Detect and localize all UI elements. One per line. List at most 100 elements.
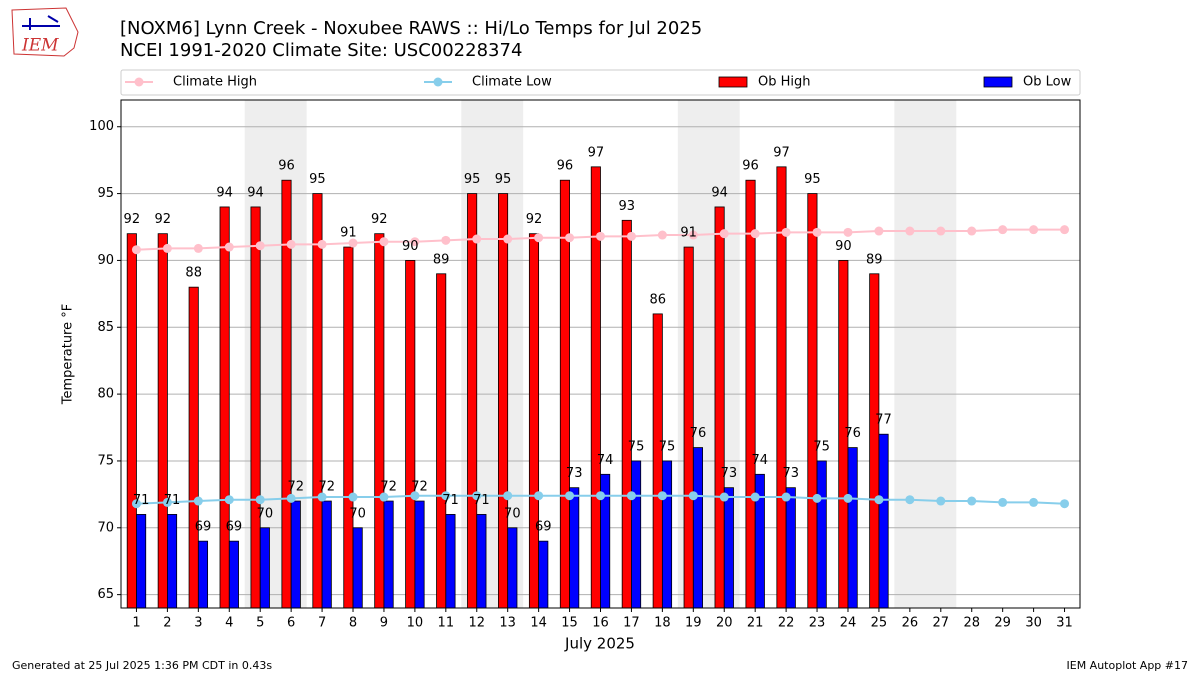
bar-label: 74 (597, 453, 614, 468)
bar-label: 92 (526, 212, 543, 227)
bar (476, 514, 487, 608)
bar (445, 514, 456, 608)
bar-label: 91 (340, 226, 357, 241)
bar (321, 500, 332, 608)
x-tick-label: 4 (225, 616, 233, 631)
bar (692, 447, 703, 608)
bar-label: 69 (195, 520, 212, 535)
bar-label: 71 (442, 493, 459, 508)
x-tick-label: 27 (933, 616, 950, 631)
bar-label: 74 (752, 453, 769, 468)
x-tick-label: 14 (530, 616, 547, 631)
point (286, 493, 296, 503)
bar (414, 500, 425, 608)
x-tick-label: 15 (561, 616, 578, 631)
point (193, 243, 203, 253)
bar-label: 77 (875, 413, 892, 428)
point (781, 492, 791, 502)
y-tick-label: 100 (89, 119, 114, 134)
x-tick-label: 17 (623, 616, 640, 631)
point (843, 493, 853, 503)
point (967, 496, 977, 506)
x-tick-label: 5 (256, 616, 264, 631)
y-tick-label: 95 (97, 186, 114, 201)
legend-marker (134, 77, 144, 87)
bar-label: 88 (185, 266, 202, 281)
point (905, 495, 915, 505)
point (503, 234, 513, 244)
point (688, 491, 698, 501)
bar (219, 206, 230, 608)
legend-label: Climate Low (472, 75, 552, 90)
bar (652, 313, 663, 608)
bar (869, 273, 880, 608)
bar (250, 206, 261, 608)
bar (290, 500, 301, 608)
point (657, 230, 667, 240)
bar (776, 166, 787, 608)
point (255, 495, 265, 505)
bar-label: 71 (164, 493, 181, 508)
point (596, 231, 605, 241)
bar (590, 166, 601, 608)
bar-label: 76 (844, 426, 861, 441)
point (874, 495, 884, 505)
y-tick-label: 70 (97, 520, 114, 535)
chart-subtitle: NCEI 1991-2020 Climate Site: USC00228374 (120, 40, 522, 61)
y-tick-label: 85 (97, 320, 114, 335)
bar (188, 286, 199, 608)
point (348, 492, 358, 502)
bar-label: 75 (628, 439, 645, 454)
point (162, 243, 172, 253)
point (441, 491, 451, 501)
bar-label: 94 (216, 185, 233, 200)
bar (621, 219, 632, 608)
bar-label: 72 (288, 480, 305, 495)
footer-left: Generated at 25 Jul 2025 1:36 PM CDT in … (12, 659, 272, 672)
point (162, 497, 172, 507)
bar (374, 233, 385, 608)
bar-label: 92 (154, 212, 171, 227)
bar-label: 97 (773, 145, 790, 160)
bar (754, 473, 765, 608)
point (998, 225, 1008, 235)
bar (197, 540, 209, 608)
bar (528, 233, 540, 608)
bar-label: 94 (711, 185, 728, 200)
bar (498, 193, 509, 608)
point (812, 227, 822, 237)
point (131, 245, 141, 255)
point (750, 492, 760, 502)
bar (436, 273, 447, 608)
bar-label: 95 (495, 172, 512, 187)
bar-label: 72 (318, 480, 335, 495)
bar (467, 193, 478, 608)
bar-label: 71 (473, 493, 490, 508)
weekend-shade (894, 100, 957, 608)
bar (714, 206, 725, 608)
legend-label: Climate High (173, 75, 257, 90)
point (224, 495, 234, 505)
legend-marker (433, 77, 443, 87)
x-tick-label: 31 (1056, 616, 1073, 631)
x-tick-label: 16 (592, 616, 609, 631)
bar (785, 487, 796, 608)
legend-swatch (718, 76, 748, 88)
bar (838, 260, 849, 608)
point (565, 233, 575, 243)
point (472, 491, 482, 501)
point (534, 491, 544, 501)
x-tick-label: 1 (132, 616, 140, 631)
bar-label: 96 (742, 159, 759, 174)
point (905, 226, 915, 236)
point (441, 235, 451, 245)
bar (383, 500, 394, 608)
bar (538, 540, 549, 608)
bar-label: 94 (247, 185, 264, 200)
bar-label: 93 (619, 199, 636, 214)
x-tick-label: 28 (963, 616, 980, 631)
y-tick-label: 80 (97, 387, 114, 402)
logo-text: IEM (21, 36, 59, 56)
bar (228, 540, 239, 608)
bar (157, 233, 168, 608)
